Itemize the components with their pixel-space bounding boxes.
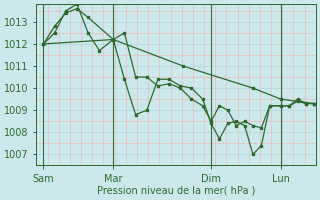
X-axis label: Pression niveau de la mer( hPa ): Pression niveau de la mer( hPa ) [97,186,255,196]
